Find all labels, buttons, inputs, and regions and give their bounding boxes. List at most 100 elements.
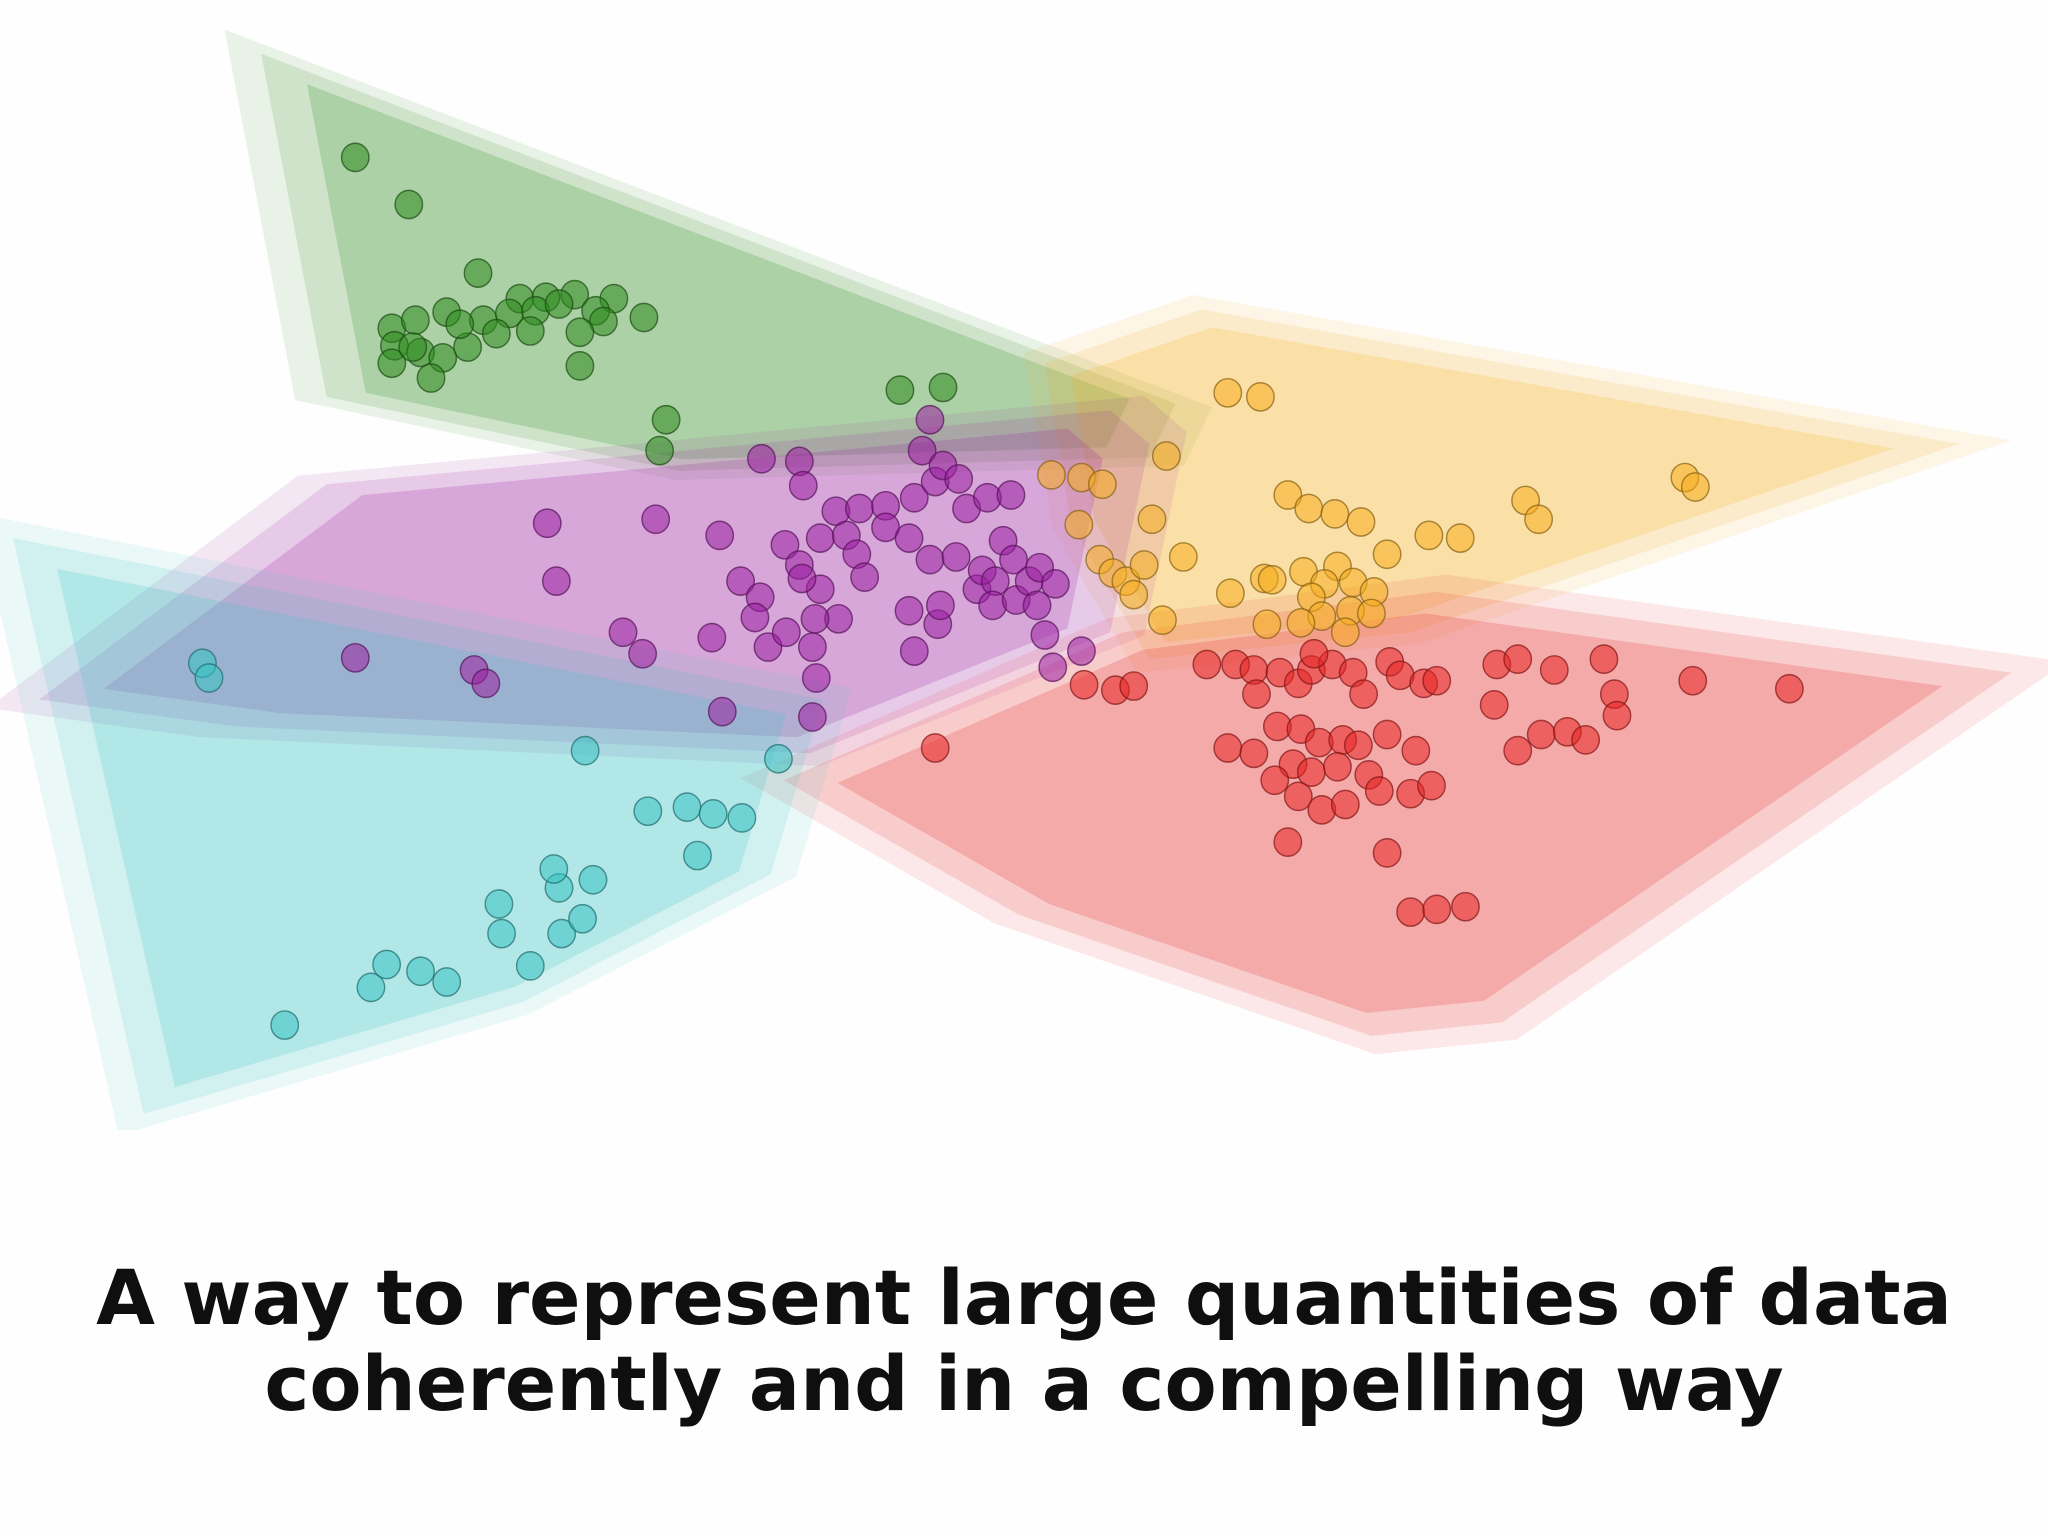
data-point-cluster-3-55 bbox=[978, 590, 1008, 621]
data-point-cluster-3-45 bbox=[894, 595, 924, 626]
data-point-cluster-2-20 bbox=[1168, 542, 1198, 572]
data-point-cluster-1-30 bbox=[651, 404, 681, 435]
cluster-hull-3-layer-1 bbox=[0, 395, 1187, 767]
data-point-cluster-1-32 bbox=[885, 375, 915, 405]
data-point-cluster-1-28 bbox=[445, 309, 475, 340]
data-point-cluster-4-46 bbox=[1539, 655, 1569, 685]
data-point-cluster-2-9 bbox=[1064, 509, 1094, 540]
data-point-cluster-2-21 bbox=[1215, 578, 1245, 609]
data-point-cluster-4-26 bbox=[1372, 719, 1402, 750]
data-point-cluster-4-8 bbox=[1242, 679, 1271, 710]
data-point-cluster-1-25 bbox=[416, 363, 446, 393]
data-point-cluster-3-4 bbox=[532, 508, 562, 539]
data-point-cluster-4-25 bbox=[1343, 730, 1373, 761]
data-point-cluster-2-15 bbox=[1414, 520, 1444, 551]
data-point-cluster-1-3 bbox=[463, 258, 493, 288]
data-point-cluster-3-66 bbox=[800, 603, 830, 634]
data-point-cluster-1-10 bbox=[400, 305, 430, 336]
data-point-cluster-3-54 bbox=[999, 544, 1028, 575]
data-point-cluster-3-62 bbox=[1038, 652, 1068, 683]
data-point-cluster-3-26 bbox=[797, 702, 827, 732]
data-point-cluster-2-1 bbox=[1213, 377, 1243, 408]
data-point-cluster-4-57 bbox=[1299, 638, 1329, 669]
data-point-cluster-3-60 bbox=[1022, 590, 1052, 621]
caption-line-2: coherently and in a compelling way bbox=[264, 1339, 1784, 1428]
data-point-cluster-4-18 bbox=[1422, 665, 1452, 696]
data-point-cluster-2-39 bbox=[1330, 617, 1360, 648]
data-point-cluster-3-5 bbox=[541, 566, 571, 597]
data-point-cluster-4-56 bbox=[1774, 673, 1804, 704]
data-point-cluster-4-40 bbox=[1372, 838, 1402, 868]
data-point-cluster-4-39 bbox=[1273, 827, 1303, 857]
data-point-cluster-1-2 bbox=[394, 189, 424, 220]
data-point-cluster-3-49 bbox=[941, 542, 971, 572]
data-point-cluster-1-24 bbox=[565, 317, 595, 348]
data-point-cluster-4-37 bbox=[1307, 794, 1337, 825]
data-point-cluster-3-1 bbox=[340, 642, 370, 673]
data-point-cluster-5-19 bbox=[698, 799, 728, 829]
data-point-cluster-5-3 bbox=[270, 1010, 300, 1040]
data-point-cluster-3-12 bbox=[747, 443, 776, 474]
data-point-cluster-4-47 bbox=[1589, 644, 1619, 675]
cluster-hull-5-layer-3 bbox=[57, 568, 787, 1088]
data-point-cluster-5-17 bbox=[633, 796, 663, 827]
data-point-cluster-3-44 bbox=[996, 480, 1026, 510]
data-point-cluster-5-10 bbox=[515, 951, 545, 981]
data-point-cluster-1-15 bbox=[544, 289, 574, 319]
data-point-cluster-5-9 bbox=[487, 918, 516, 949]
data-point-cluster-3-6 bbox=[608, 617, 638, 648]
data-point-cluster-2-38 bbox=[1356, 598, 1386, 629]
data-point-cluster-1-31 bbox=[645, 435, 675, 466]
data-point-cluster-5-14 bbox=[539, 854, 569, 884]
data-point-cluster-5-22 bbox=[764, 743, 793, 774]
data-point-cluster-3-20 bbox=[770, 529, 800, 560]
data-point-cluster-4-32 bbox=[1364, 776, 1394, 806]
data-point-cluster-4-5 bbox=[1192, 649, 1222, 680]
data-point-cluster-2-30 bbox=[1257, 564, 1287, 595]
data-point-cluster-3-13 bbox=[784, 446, 814, 477]
data-point-cluster-2-27 bbox=[1119, 579, 1149, 610]
data-point-cluster-1-23 bbox=[515, 316, 545, 346]
data-point-cluster-1-27 bbox=[398, 332, 428, 362]
data-point-cluster-5-18 bbox=[672, 792, 702, 823]
data-point-cluster-3-7 bbox=[628, 638, 658, 669]
data-point-cluster-4-52 bbox=[1526, 719, 1556, 750]
data-point-cluster-2-6 bbox=[1036, 460, 1066, 490]
data-point-cluster-4-14 bbox=[1349, 679, 1379, 710]
data-point-cluster-5-12 bbox=[568, 903, 597, 934]
data-point-cluster-5-8 bbox=[484, 889, 514, 919]
data-point-cluster-4-55 bbox=[1678, 665, 1708, 696]
data-point-cluster-4-43 bbox=[1451, 891, 1480, 922]
data-point-cluster-2-18 bbox=[1524, 504, 1554, 535]
data-point-cluster-2-28 bbox=[1148, 605, 1177, 636]
data-point-cluster-3-61 bbox=[1030, 620, 1060, 650]
data-point-cluster-3-3 bbox=[471, 668, 501, 699]
data-point-cluster-3-63 bbox=[1067, 636, 1096, 666]
data-point-cluster-3-15 bbox=[726, 566, 756, 597]
data-point-cluster-4-3 bbox=[1119, 671, 1149, 701]
data-point-cluster-3-59 bbox=[1040, 568, 1070, 599]
data-point-cluster-5-6 bbox=[406, 956, 436, 987]
data-point-cluster-3-64 bbox=[925, 590, 955, 621]
data-point-cluster-4-36 bbox=[1283, 781, 1313, 812]
data-point-layer bbox=[188, 142, 1804, 1040]
data-point-cluster-3-22 bbox=[805, 523, 835, 553]
data-point-cluster-4-20 bbox=[1239, 738, 1269, 769]
data-point-cluster-4-19 bbox=[1213, 733, 1243, 763]
cluster-hull-2-layer-3 bbox=[1071, 327, 1894, 643]
cluster-hull-1-layer-3 bbox=[306, 84, 1130, 460]
data-point-cluster-5-20 bbox=[727, 803, 757, 833]
data-point-cluster-2-10 bbox=[1137, 504, 1167, 535]
data-point-cluster-3-25 bbox=[801, 663, 831, 693]
data-point-cluster-5-11 bbox=[547, 918, 577, 949]
data-point-cluster-2-11 bbox=[1273, 480, 1303, 510]
data-point-cluster-3-46 bbox=[899, 636, 929, 666]
data-point-cluster-4-30 bbox=[1323, 751, 1352, 782]
data-point-cluster-5-15 bbox=[578, 864, 608, 895]
data-point-cluster-2-26 bbox=[1129, 550, 1159, 580]
data-point-cluster-4-45 bbox=[1503, 644, 1533, 675]
data-point-cluster-5-2 bbox=[194, 663, 224, 693]
data-point-cluster-1-29 bbox=[565, 351, 595, 381]
data-point-cluster-1-8 bbox=[629, 302, 659, 333]
data-point-cluster-5-5 bbox=[372, 949, 402, 980]
